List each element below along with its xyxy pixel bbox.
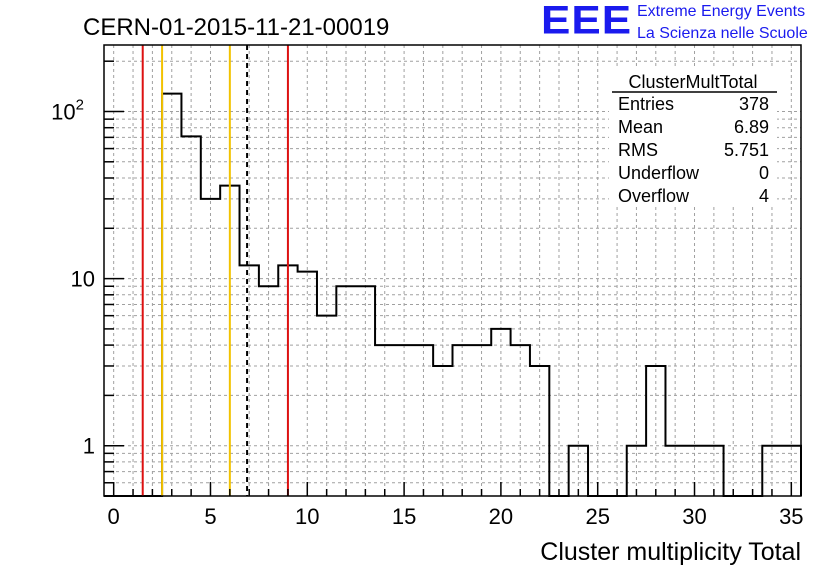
histogram-bin <box>394 345 413 496</box>
histogram-bin <box>704 446 723 496</box>
logo-line-1: Extreme Energy Events <box>637 3 806 20</box>
histogram-bin <box>627 446 646 496</box>
histogram-bin <box>181 136 200 496</box>
x-tick-label: 10 <box>295 504 319 529</box>
chart-title: CERN-01-2015-11-21-00019 <box>83 14 389 41</box>
histogram-bin <box>259 286 278 496</box>
histogram-outline <box>104 92 802 497</box>
stats-row-label: Overflow <box>618 186 690 206</box>
histogram-bin <box>433 366 452 496</box>
histogram-bin <box>298 272 317 496</box>
x-tick-label: 30 <box>682 504 706 529</box>
stats-title: ClusterMultTotal <box>628 72 757 92</box>
stats-row-label: Entries <box>618 94 674 114</box>
histogram-bin <box>530 366 549 496</box>
y-tick-label: 102 <box>51 96 84 124</box>
histogram-bin <box>472 345 491 496</box>
y-tick-label: 1 <box>83 434 95 459</box>
eee-logo: EEE <box>541 0 633 43</box>
histogram-bin <box>511 345 530 496</box>
histogram-bin <box>646 366 665 496</box>
axes: 0 5 10 15 20 25 30 35 1 10 102 <box>51 44 804 529</box>
stats-box: ClusterMultTotal Entries 378 Mean 6.89 RMS 5.… <box>609 69 777 207</box>
histogram-bin <box>240 265 259 496</box>
stats-row-value: 4 <box>759 186 769 206</box>
histogram-bin <box>375 345 394 496</box>
x-tick-label: 25 <box>585 504 609 529</box>
x-tick-label: 35 <box>779 504 803 529</box>
histogram-bin <box>414 345 433 496</box>
histogram-bin <box>569 446 588 496</box>
x-tick-label: 15 <box>392 504 416 529</box>
histogram-bin <box>162 94 181 496</box>
stats-row-label: Underflow <box>618 163 700 183</box>
cut-lines <box>141 45 289 496</box>
x-tick-label: 20 <box>489 504 513 529</box>
y-tick-label: 10 <box>71 267 95 292</box>
x-axis-label: Cluster multiplicity Total <box>540 538 801 566</box>
histogram-bin <box>491 329 510 496</box>
logo-line-2: La Scienza nelle Scuole <box>637 25 808 42</box>
stats-row-value: 6.89 <box>734 117 769 137</box>
stats-row-value: 378 <box>739 94 769 114</box>
histogram-bins <box>104 92 802 497</box>
plot-frame <box>103 44 802 497</box>
stats-row-label: Mean <box>618 117 663 137</box>
stats-row-label: RMS <box>618 140 658 160</box>
histogram-bin <box>201 199 220 496</box>
histogram-bin <box>356 286 375 496</box>
x-tick-label: 5 <box>204 504 216 529</box>
histogram-bin <box>336 286 355 496</box>
histogram-bin <box>665 446 684 496</box>
histogram-bin <box>453 345 472 496</box>
x-tick-label: 0 <box>108 504 120 529</box>
histogram-bin <box>762 446 781 496</box>
stats-row-value: 0 <box>759 163 769 183</box>
histogram-bin <box>317 316 336 496</box>
stats-row-value: 5.751 <box>724 140 769 160</box>
